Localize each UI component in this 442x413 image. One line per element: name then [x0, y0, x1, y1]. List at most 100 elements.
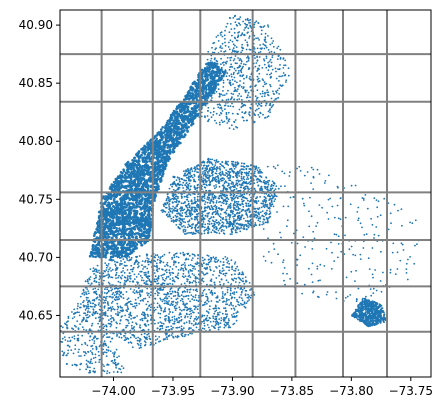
- data-point: [126, 257, 128, 260]
- data-point: [167, 303, 170, 306]
- data-point: [214, 74, 217, 77]
- data-point: [222, 301, 224, 303]
- data-point: [115, 203, 118, 207]
- data-point: [234, 270, 237, 272]
- data-point: [224, 256, 227, 258]
- data-point: [156, 157, 159, 160]
- data-point: [264, 196, 267, 199]
- data-point: [129, 185, 132, 188]
- data-point: [175, 133, 179, 137]
- data-point: [163, 167, 167, 170]
- data-point: [131, 180, 135, 184]
- data-point: [94, 255, 97, 259]
- data-point: [139, 275, 142, 277]
- data-point: [136, 291, 139, 294]
- data-point: [238, 281, 241, 284]
- data-point: [237, 301, 240, 303]
- data-point: [208, 223, 211, 226]
- data-point: [162, 274, 164, 276]
- data-point: [207, 91, 211, 94]
- data-point: [202, 304, 204, 307]
- data-point: [121, 309, 123, 312]
- data-point: [91, 247, 94, 251]
- data-point: [125, 326, 127, 329]
- data-point: [172, 109, 176, 113]
- data-point: [93, 248, 97, 251]
- data-point: [213, 282, 216, 284]
- data-point: [176, 303, 179, 305]
- data-point: [162, 146, 166, 149]
- data-point: [118, 336, 121, 339]
- data-point: [225, 258, 228, 261]
- data-point: [106, 288, 109, 291]
- data-point: [94, 303, 96, 306]
- data-point: [108, 275, 111, 278]
- data-point: [176, 106, 179, 109]
- data-point: [189, 310, 192, 313]
- data-point: [141, 260, 144, 262]
- data-point: [120, 248, 124, 252]
- data-point: [227, 318, 230, 320]
- data-point: [237, 276, 240, 279]
- data-point: [202, 259, 205, 262]
- data-point: [154, 335, 157, 338]
- data-point: [97, 303, 100, 306]
- data-point: [183, 282, 186, 285]
- data-point: [95, 276, 97, 279]
- data-point: [148, 159, 151, 163]
- data-point: [266, 188, 268, 191]
- data-point: [140, 270, 143, 273]
- data-point: [128, 182, 131, 185]
- data-point: [216, 296, 219, 299]
- data-point: [203, 324, 206, 327]
- data-point: [228, 266, 231, 269]
- data-point: [247, 199, 249, 202]
- data-point: [191, 329, 194, 331]
- data-point: [186, 194, 189, 197]
- data-point: [106, 274, 108, 277]
- data-point: [126, 337, 129, 340]
- data-point: [194, 84, 198, 88]
- data-point: [132, 266, 135, 269]
- data-point: [133, 156, 136, 160]
- data-point: [129, 229, 133, 232]
- data-point: [123, 282, 126, 285]
- data-point: [173, 318, 176, 320]
- data-point: [238, 175, 241, 177]
- data-point: [140, 243, 143, 247]
- data-point: [182, 181, 185, 184]
- data-point: [166, 146, 169, 149]
- data-point: [240, 302, 242, 305]
- data-point: [159, 178, 162, 181]
- data-point: [182, 108, 186, 112]
- data-point: [128, 197, 131, 201]
- data-point: [193, 108, 196, 111]
- data-point: [188, 254, 191, 257]
- data-point: [126, 208, 130, 211]
- data-point: [134, 220, 138, 223]
- data-point: [159, 312, 162, 315]
- data-point: [148, 139, 152, 143]
- data-point: [124, 252, 128, 255]
- data-point: [145, 337, 147, 340]
- data-point: [110, 244, 113, 248]
- data-point: [116, 218, 120, 222]
- data-point: [102, 255, 105, 258]
- data-point: [225, 279, 228, 282]
- data-point: [222, 318, 225, 321]
- data-point: [228, 304, 231, 307]
- data-point: [107, 245, 111, 248]
- data-point: [107, 290, 110, 293]
- data-point: [180, 130, 184, 133]
- data-point: [102, 195, 105, 199]
- data-point: [97, 215, 101, 218]
- data-point: [234, 305, 237, 308]
- data-point: [170, 129, 174, 132]
- data-point: [107, 309, 109, 312]
- data-point: [166, 338, 169, 340]
- data-point: [142, 314, 145, 316]
- data-point: [136, 152, 139, 155]
- data-point: [240, 273, 243, 276]
- data-point: [211, 225, 214, 228]
- data-point: [175, 255, 178, 258]
